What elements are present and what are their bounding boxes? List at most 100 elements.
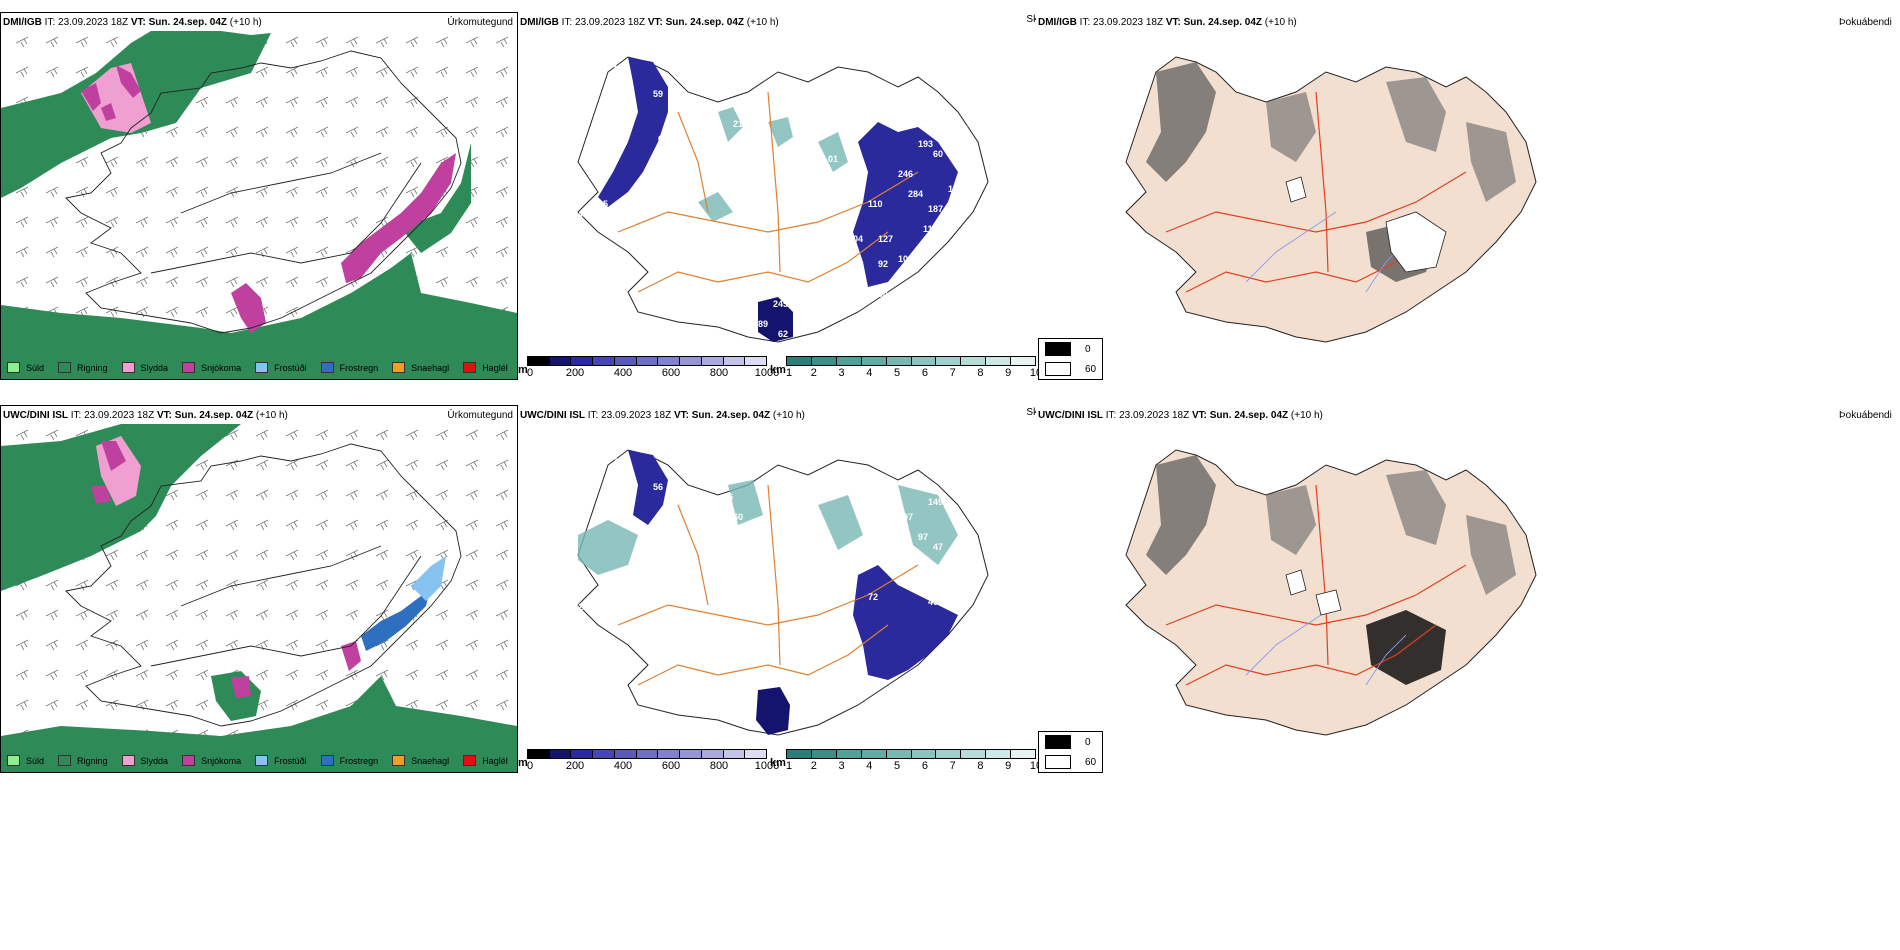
wind-barb xyxy=(195,669,209,681)
wind-barb xyxy=(195,246,209,258)
colorbar-cell xyxy=(636,750,659,758)
colorbar-cell xyxy=(614,750,637,758)
panel-title: UWC/DINI ISL IT: 23.09.2023 18Z VT: Sun.… xyxy=(520,410,805,421)
wind-barb xyxy=(495,489,509,501)
legend-label: Frostregn xyxy=(339,755,379,766)
wind-barb xyxy=(135,609,149,621)
fog-panel-bottom: UWC/DINI ISL IT: 23.09.2023 18Z VT: Sun.… xyxy=(1036,405,1900,773)
visibility-colorbar: 1 2 3 4 5 6 7 8 9 10 xyxy=(786,356,1042,380)
wind-barb xyxy=(285,459,299,471)
wind-barb xyxy=(465,549,479,561)
wind-barb xyxy=(165,186,179,198)
glacier xyxy=(1285,176,1447,273)
wind-barb xyxy=(495,186,509,198)
precip-panel-top: DMI/IGB IT: 23.09.2023 18Z VT: Sun. 24.s… xyxy=(0,12,518,380)
wind-barb xyxy=(495,519,509,531)
wind-barb xyxy=(255,519,269,531)
colorbar-tick-label: 200 xyxy=(565,760,585,772)
panel-title: UWC/DINI ISL IT: 23.09.2023 18Z VT: Sun.… xyxy=(1038,410,1323,421)
wind-barb xyxy=(165,549,179,561)
colorbar-cell xyxy=(701,357,724,365)
wind-barb xyxy=(465,639,479,651)
wind-barb xyxy=(405,429,419,441)
colorbar-cell xyxy=(986,357,1012,365)
colorbar-cell xyxy=(861,750,887,758)
legend-swatch xyxy=(1045,735,1071,749)
visibility-value-label: 193 xyxy=(918,139,933,149)
fog-legend: 0 60 xyxy=(1038,731,1104,773)
visibility-value-label: 68 xyxy=(688,179,698,189)
precip-legend-item: Súld xyxy=(7,362,44,373)
height-shading xyxy=(598,57,668,207)
visibility-value-label: 52 xyxy=(678,99,688,109)
wind-barb xyxy=(345,429,359,441)
wind-barb xyxy=(15,429,29,441)
colorbar-cell xyxy=(861,357,887,365)
wind-barb xyxy=(165,126,179,138)
wind-barb xyxy=(225,459,239,471)
legend-label: Frostúði xyxy=(274,755,307,766)
wind-barb xyxy=(45,429,59,441)
wind-barb xyxy=(345,459,359,471)
wind-barb xyxy=(375,519,389,531)
wind-barb xyxy=(435,699,449,711)
precip-legend: Súld Rigning Slydda Snjókoma Frostúði Frostre… xyxy=(7,362,517,373)
colorbar-tick-label: 1 xyxy=(786,367,793,379)
wind-barb xyxy=(405,66,419,78)
legend-swatch xyxy=(392,362,406,373)
visibility-value-label: 97 xyxy=(903,512,913,522)
roads xyxy=(617,91,919,293)
visibility-value-label: 92 xyxy=(773,502,783,512)
legend-swatch xyxy=(121,755,135,766)
wind-barb xyxy=(315,489,329,501)
wind-barb xyxy=(165,639,179,651)
wind-barb xyxy=(285,429,299,441)
wind-barb xyxy=(345,36,359,48)
precip-legend-item: Frostúði xyxy=(255,755,307,766)
visibility-unit: km xyxy=(770,757,786,769)
legend-label: 0 xyxy=(1085,736,1091,748)
height-colorbar: 0 200 400 600 800 1000 xyxy=(527,749,779,773)
panel-title: DMI/IGB IT: 23.09.2023 18Z VT: Sun. 24.s… xyxy=(520,17,779,28)
colorbar-tick-label: 4 xyxy=(866,367,873,379)
wind-barb xyxy=(255,276,269,288)
colorbar-cell xyxy=(571,750,594,758)
visibility-value-label: 12 xyxy=(948,577,958,587)
wind-barb xyxy=(495,579,509,591)
wind-barb xyxy=(15,66,29,78)
snow-area xyxy=(231,283,266,333)
wind-barb xyxy=(495,639,509,651)
wind-barb xyxy=(285,246,299,258)
height-unit: m xyxy=(518,757,528,769)
wind-barb xyxy=(435,549,449,561)
height-unit: m xyxy=(518,364,528,376)
visibility-shading xyxy=(578,480,958,575)
colorbar-cell xyxy=(614,357,637,365)
colorbar-tick-label: 7 xyxy=(949,367,956,379)
colorbar-tick-label: 3 xyxy=(838,760,845,772)
wind-barb xyxy=(45,186,59,198)
colorbar-tick-label: 6 xyxy=(921,760,928,772)
wind-barb xyxy=(495,549,509,561)
visibility-value-label: 97 xyxy=(918,532,928,542)
colorbar-tick-label: 5 xyxy=(894,367,901,379)
visibility-value-label: 56 xyxy=(653,482,663,492)
wind-barb xyxy=(315,549,329,561)
precip-legend-item: Snaehagl xyxy=(392,362,449,373)
wind-barb xyxy=(15,246,29,258)
wind-barb xyxy=(435,429,449,441)
precip-legend-item: Haglél xyxy=(463,362,508,373)
wind-barb xyxy=(405,126,419,138)
coastline xyxy=(65,443,462,727)
wind-barb xyxy=(165,276,179,288)
wind-barb xyxy=(135,186,149,198)
freezing-rain-area xyxy=(361,586,431,651)
wind-barb xyxy=(465,276,479,288)
wind-barb xyxy=(255,669,269,681)
precip-legend-item: Frostregn xyxy=(320,362,378,373)
wind-barb xyxy=(75,246,89,258)
precip-map xyxy=(1,31,517,379)
wind-barb xyxy=(315,459,329,471)
colorbar-cell xyxy=(723,750,746,758)
wind-barb xyxy=(195,276,209,288)
